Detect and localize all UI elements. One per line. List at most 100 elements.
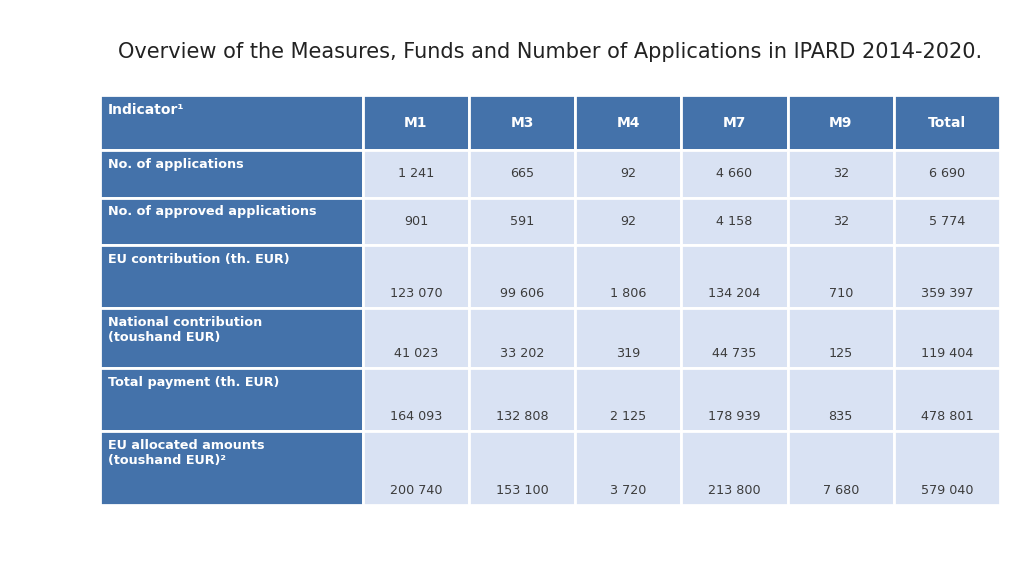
Bar <box>362 431 469 505</box>
Text: EU allocated amounts
(toushand EUR)²: EU allocated amounts (toushand EUR)² <box>108 439 264 467</box>
Text: 3 720: 3 720 <box>610 484 646 497</box>
Bar <box>469 245 575 308</box>
Text: 32: 32 <box>833 215 849 228</box>
Text: M1: M1 <box>404 116 428 130</box>
Bar <box>894 245 1000 308</box>
Text: 835: 835 <box>828 410 853 423</box>
Text: 591: 591 <box>510 215 535 228</box>
Text: National contribution
(toushand EUR): National contribution (toushand EUR) <box>108 316 262 344</box>
Text: 119 404: 119 404 <box>921 347 973 359</box>
Text: M3: M3 <box>510 116 534 130</box>
Text: 41 023: 41 023 <box>393 347 438 359</box>
Bar <box>362 245 469 308</box>
Bar <box>575 245 681 308</box>
Bar <box>575 150 681 198</box>
Text: 92: 92 <box>621 168 636 180</box>
Bar <box>681 95 787 150</box>
Text: 4 158: 4 158 <box>717 215 753 228</box>
Bar <box>681 308 787 367</box>
Bar <box>681 245 787 308</box>
Bar <box>362 308 469 367</box>
Bar <box>787 95 894 150</box>
Text: No. of approved applications: No. of approved applications <box>108 206 316 218</box>
Text: 1 241: 1 241 <box>397 168 434 180</box>
Bar <box>575 431 681 505</box>
Bar <box>894 150 1000 198</box>
Text: M7: M7 <box>723 116 746 130</box>
Bar <box>681 198 787 245</box>
Bar <box>787 198 894 245</box>
Text: Total payment (th. EUR): Total payment (th. EUR) <box>108 376 280 389</box>
Bar <box>362 95 469 150</box>
Text: 44 735: 44 735 <box>713 347 757 359</box>
Bar <box>894 308 1000 367</box>
Bar <box>681 150 787 198</box>
Text: 213 800: 213 800 <box>709 484 761 497</box>
Bar <box>100 367 362 431</box>
Text: 200 740: 200 740 <box>390 484 442 497</box>
Text: Overview of the Measures, Funds and Number of Applications in IPARD 2014-2020.: Overview of the Measures, Funds and Numb… <box>118 42 982 62</box>
Bar <box>894 198 1000 245</box>
Text: 710: 710 <box>828 287 853 300</box>
Bar <box>100 95 1000 505</box>
Text: M9: M9 <box>829 116 852 130</box>
Text: 33 202: 33 202 <box>500 347 545 359</box>
Text: 7 680: 7 680 <box>822 484 859 497</box>
Bar <box>100 150 362 198</box>
Text: 319: 319 <box>616 347 640 359</box>
Bar <box>575 198 681 245</box>
Text: EU contribution (th. EUR): EU contribution (th. EUR) <box>108 253 290 266</box>
Bar <box>681 367 787 431</box>
Text: 359 397: 359 397 <box>921 287 973 300</box>
Bar <box>469 431 575 505</box>
Text: 134 204: 134 204 <box>709 287 761 300</box>
Text: 901: 901 <box>403 215 428 228</box>
Text: 123 070: 123 070 <box>389 287 442 300</box>
Text: 32: 32 <box>833 168 849 180</box>
Text: 99 606: 99 606 <box>500 287 544 300</box>
Bar <box>787 367 894 431</box>
Bar <box>681 431 787 505</box>
Text: 6 690: 6 690 <box>929 168 965 180</box>
Text: No. of applications: No. of applications <box>108 158 244 171</box>
Bar <box>469 150 575 198</box>
Text: 478 801: 478 801 <box>921 410 973 423</box>
Text: M4: M4 <box>616 116 640 130</box>
Bar <box>787 150 894 198</box>
Bar <box>469 308 575 367</box>
Bar <box>100 95 362 150</box>
Text: 2 125: 2 125 <box>610 410 646 423</box>
Bar <box>787 245 894 308</box>
Bar <box>894 95 1000 150</box>
Bar <box>787 431 894 505</box>
Bar <box>362 367 469 431</box>
Text: 5 774: 5 774 <box>929 215 965 228</box>
Bar <box>575 308 681 367</box>
Text: 579 040: 579 040 <box>921 484 973 497</box>
Text: Total: Total <box>928 116 966 130</box>
Bar <box>469 367 575 431</box>
Bar <box>362 198 469 245</box>
Bar <box>894 431 1000 505</box>
Bar <box>100 198 362 245</box>
Bar <box>100 431 362 505</box>
Bar <box>894 367 1000 431</box>
Text: 153 100: 153 100 <box>496 484 549 497</box>
Text: 132 808: 132 808 <box>496 410 549 423</box>
Bar <box>787 308 894 367</box>
Bar <box>469 198 575 245</box>
Text: Indicator¹: Indicator¹ <box>108 103 184 117</box>
Text: 4 660: 4 660 <box>717 168 753 180</box>
Text: 164 093: 164 093 <box>390 410 442 423</box>
Text: 92: 92 <box>621 215 636 228</box>
Bar <box>575 367 681 431</box>
Bar <box>362 150 469 198</box>
Bar <box>469 95 575 150</box>
Text: 178 939: 178 939 <box>709 410 761 423</box>
Text: 665: 665 <box>510 168 535 180</box>
Bar <box>100 245 362 308</box>
Text: 125: 125 <box>828 347 853 359</box>
Bar <box>100 308 362 367</box>
Text: 1 806: 1 806 <box>610 287 646 300</box>
Bar <box>575 95 681 150</box>
